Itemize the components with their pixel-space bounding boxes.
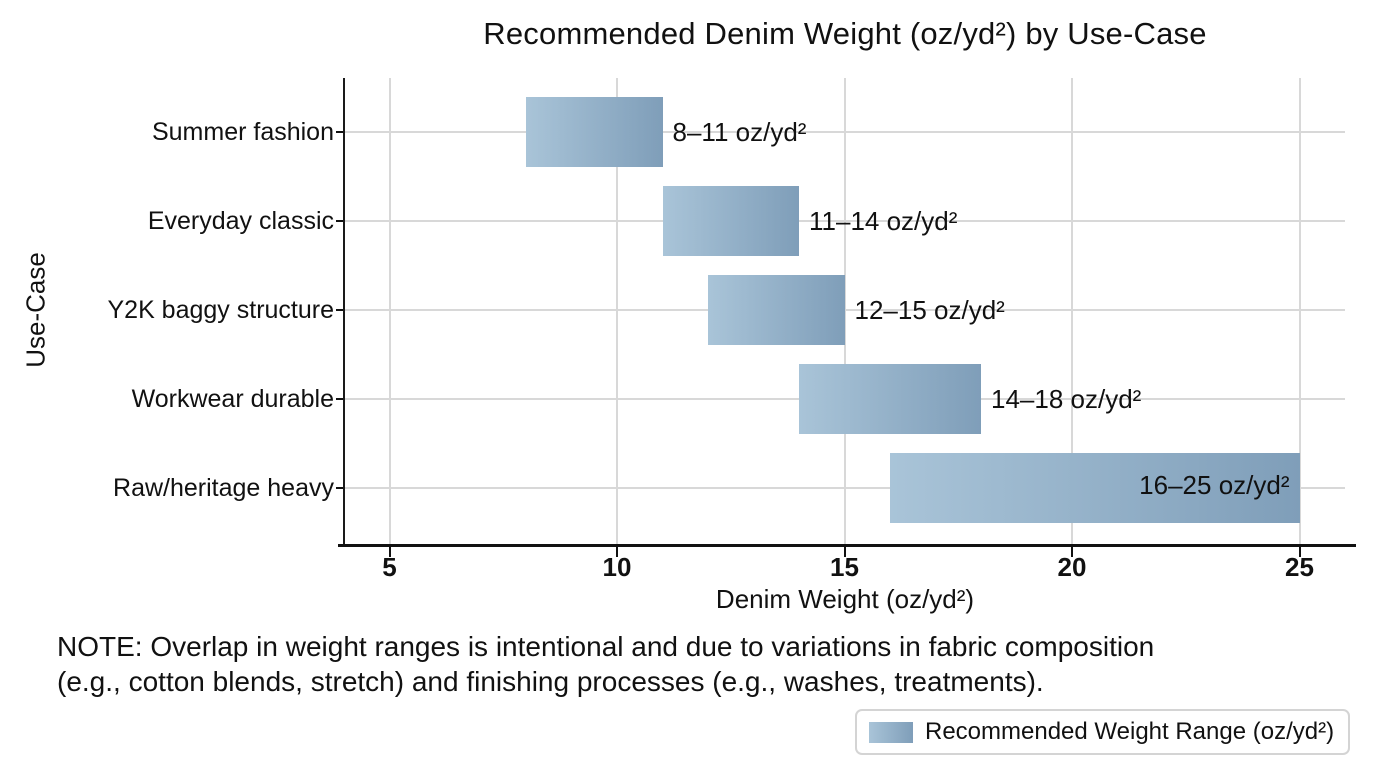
category-label: Everyday classic (147, 207, 334, 235)
gridline-horizontal (344, 220, 1345, 222)
range-bar (890, 453, 1300, 523)
gridline-vertical (388, 78, 391, 545)
y-axis-line (343, 78, 345, 547)
gridline-vertical (1071, 78, 1073, 545)
gridline-vertical (843, 78, 846, 545)
y-tick-mark (336, 309, 344, 311)
category-label: Workwear durable (131, 385, 334, 413)
range-label: 12–15 oz/yd² (854, 295, 1005, 325)
legend-swatch (869, 721, 913, 743)
x-tick-mark (843, 547, 846, 557)
x-tick-label: 20 (1057, 552, 1087, 582)
footnote: NOTE: Overlap in weight ranges is intent… (57, 629, 1154, 699)
x-axis-title: Denim Weight (oz/yd²) (715, 584, 975, 614)
x-tick-label: 10 (602, 552, 632, 582)
x-tick-mark (1298, 547, 1301, 557)
x-tick-label: 5 (382, 552, 397, 582)
y-tick-mark (336, 487, 344, 489)
category-label: Y2K baggy structure (107, 296, 334, 324)
y-tick-mark (336, 131, 344, 133)
range-bar (526, 97, 663, 167)
gridline-horizontal (344, 309, 1345, 311)
chart-title: Recommended Denim Weight (oz/yd²) by Use… (483, 16, 1207, 51)
legend: Recommended Weight Range (oz/yd²) (855, 709, 1351, 755)
range-label: 8–11 oz/yd² (672, 117, 807, 147)
x-tick-mark (388, 547, 391, 557)
y-tick-mark (336, 398, 344, 400)
gridline-vertical (616, 78, 618, 545)
x-tick-label: 25 (1285, 552, 1314, 582)
range-bar (662, 186, 799, 256)
y-axis-title: Use-Case (20, 252, 51, 368)
category-label: Raw/heritage heavy (113, 474, 334, 502)
range-label: 16–25 oz/yd² (1139, 470, 1290, 500)
gridline-horizontal (344, 131, 1345, 133)
x-tick-label: 15 (830, 552, 859, 582)
x-axis-line (338, 544, 1356, 547)
x-tick-mark (1071, 547, 1073, 557)
y-tick-mark (336, 220, 344, 222)
range-bar (799, 364, 981, 434)
gridline-vertical (1298, 78, 1301, 545)
gridline-horizontal (344, 487, 1345, 489)
footnote-line-2: (e.g., cotton blends, stretch) and finis… (57, 666, 1044, 697)
footnote-line-1: NOTE: Overlap in weight ranges is intent… (57, 631, 1155, 662)
legend-label: Recommended Weight Range (oz/yd²) (925, 718, 1335, 745)
range-label: 11–14 oz/yd² (809, 206, 958, 236)
range-label: 14–18 oz/yd² (991, 384, 1142, 414)
category-label: Summer fashion (151, 118, 334, 146)
x-tick-mark (616, 547, 618, 557)
range-bar (708, 275, 845, 345)
